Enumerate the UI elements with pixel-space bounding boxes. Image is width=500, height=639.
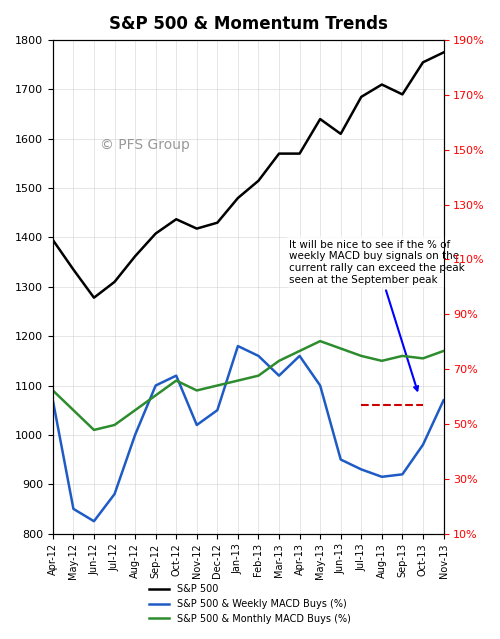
S&P 500 & Weekly MACD Buys (%) [400, 470, 406, 478]
S&P 500 [440, 49, 446, 56]
S&P 500 & Weekly MACD Buys (%) [50, 396, 56, 404]
S&P 500 & Weekly MACD Buys (%) [91, 518, 97, 525]
S&P 500 [296, 150, 302, 157]
S&P 500 & Monthly MACD Buys (%) [214, 381, 220, 389]
S&P 500 & Weekly MACD Buys (%) [152, 381, 158, 389]
S&P 500 & Monthly MACD Buys (%) [420, 355, 426, 362]
S&P 500 [317, 115, 323, 123]
S&P 500 & Monthly MACD Buys (%) [256, 372, 262, 380]
S&P 500 & Monthly MACD Buys (%) [440, 347, 446, 355]
S&P 500 [400, 91, 406, 98]
S&P 500 & Weekly MACD Buys (%) [70, 505, 76, 512]
S&P 500 & Weekly MACD Buys (%) [194, 421, 200, 429]
S&P 500 & Monthly MACD Buys (%) [50, 387, 56, 394]
S&P 500 & Weekly MACD Buys (%) [132, 431, 138, 439]
S&P 500 [358, 93, 364, 101]
S&P 500 & Monthly MACD Buys (%) [91, 426, 97, 434]
Text: It will be nice to see if the % of
weekly MACD buy signals on the
current rally : It will be nice to see if the % of weekl… [290, 240, 465, 390]
S&P 500 [112, 278, 117, 286]
S&P 500 & Monthly MACD Buys (%) [276, 357, 282, 365]
S&P 500 & Monthly MACD Buys (%) [152, 392, 158, 399]
S&P 500 [91, 294, 97, 302]
S&P 500 [276, 150, 282, 157]
S&P 500 [338, 130, 344, 137]
Line: S&P 500 & Monthly MACD Buys (%): S&P 500 & Monthly MACD Buys (%) [53, 341, 444, 430]
Title: S&P 500 & Momentum Trends: S&P 500 & Momentum Trends [108, 15, 388, 33]
S&P 500 & Monthly MACD Buys (%) [400, 352, 406, 360]
S&P 500 & Weekly MACD Buys (%) [338, 456, 344, 463]
S&P 500 & Monthly MACD Buys (%) [296, 347, 302, 355]
S&P 500 & Monthly MACD Buys (%) [358, 352, 364, 360]
S&P 500 [214, 219, 220, 226]
S&P 500 [235, 194, 241, 202]
S&P 500 [420, 59, 426, 66]
S&P 500 & Weekly MACD Buys (%) [420, 441, 426, 449]
Line: S&P 500 & Weekly MACD Buys (%): S&P 500 & Weekly MACD Buys (%) [53, 346, 444, 521]
Legend: S&P 500, S&P 500 & Weekly MACD Buys (%), S&P 500 & Monthly MACD Buys (%): S&P 500, S&P 500 & Weekly MACD Buys (%),… [146, 580, 354, 627]
S&P 500 & Monthly MACD Buys (%) [132, 406, 138, 414]
Line: S&P 500: S&P 500 [53, 52, 444, 298]
Text: © PFS Group: © PFS Group [100, 137, 190, 151]
S&P 500 & Weekly MACD Buys (%) [358, 466, 364, 473]
S&P 500 & Weekly MACD Buys (%) [276, 372, 282, 380]
S&P 500 & Weekly MACD Buys (%) [440, 396, 446, 404]
S&P 500 & Weekly MACD Buys (%) [317, 381, 323, 389]
S&P 500 & Weekly MACD Buys (%) [235, 343, 241, 350]
S&P 500 [256, 177, 262, 185]
S&P 500 & Monthly MACD Buys (%) [173, 377, 179, 385]
S&P 500 & Weekly MACD Buys (%) [173, 372, 179, 380]
S&P 500 & Monthly MACD Buys (%) [112, 421, 117, 429]
S&P 500 [173, 215, 179, 223]
S&P 500 [194, 225, 200, 233]
S&P 500 [70, 266, 76, 273]
S&P 500 [152, 229, 158, 237]
S&P 500 [379, 81, 385, 88]
S&P 500 & Monthly MACD Buys (%) [70, 406, 76, 414]
S&P 500 & Weekly MACD Buys (%) [379, 473, 385, 481]
S&P 500 & Monthly MACD Buys (%) [235, 377, 241, 385]
S&P 500 & Weekly MACD Buys (%) [214, 406, 220, 414]
S&P 500 [132, 252, 138, 260]
S&P 500 & Monthly MACD Buys (%) [194, 387, 200, 394]
S&P 500 & Monthly MACD Buys (%) [379, 357, 385, 365]
S&P 500 & Weekly MACD Buys (%) [256, 352, 262, 360]
S&P 500 [50, 236, 56, 244]
S&P 500 & Monthly MACD Buys (%) [317, 337, 323, 345]
S&P 500 & Monthly MACD Buys (%) [338, 344, 344, 352]
S&P 500 & Weekly MACD Buys (%) [296, 352, 302, 360]
S&P 500 & Weekly MACD Buys (%) [112, 490, 117, 498]
